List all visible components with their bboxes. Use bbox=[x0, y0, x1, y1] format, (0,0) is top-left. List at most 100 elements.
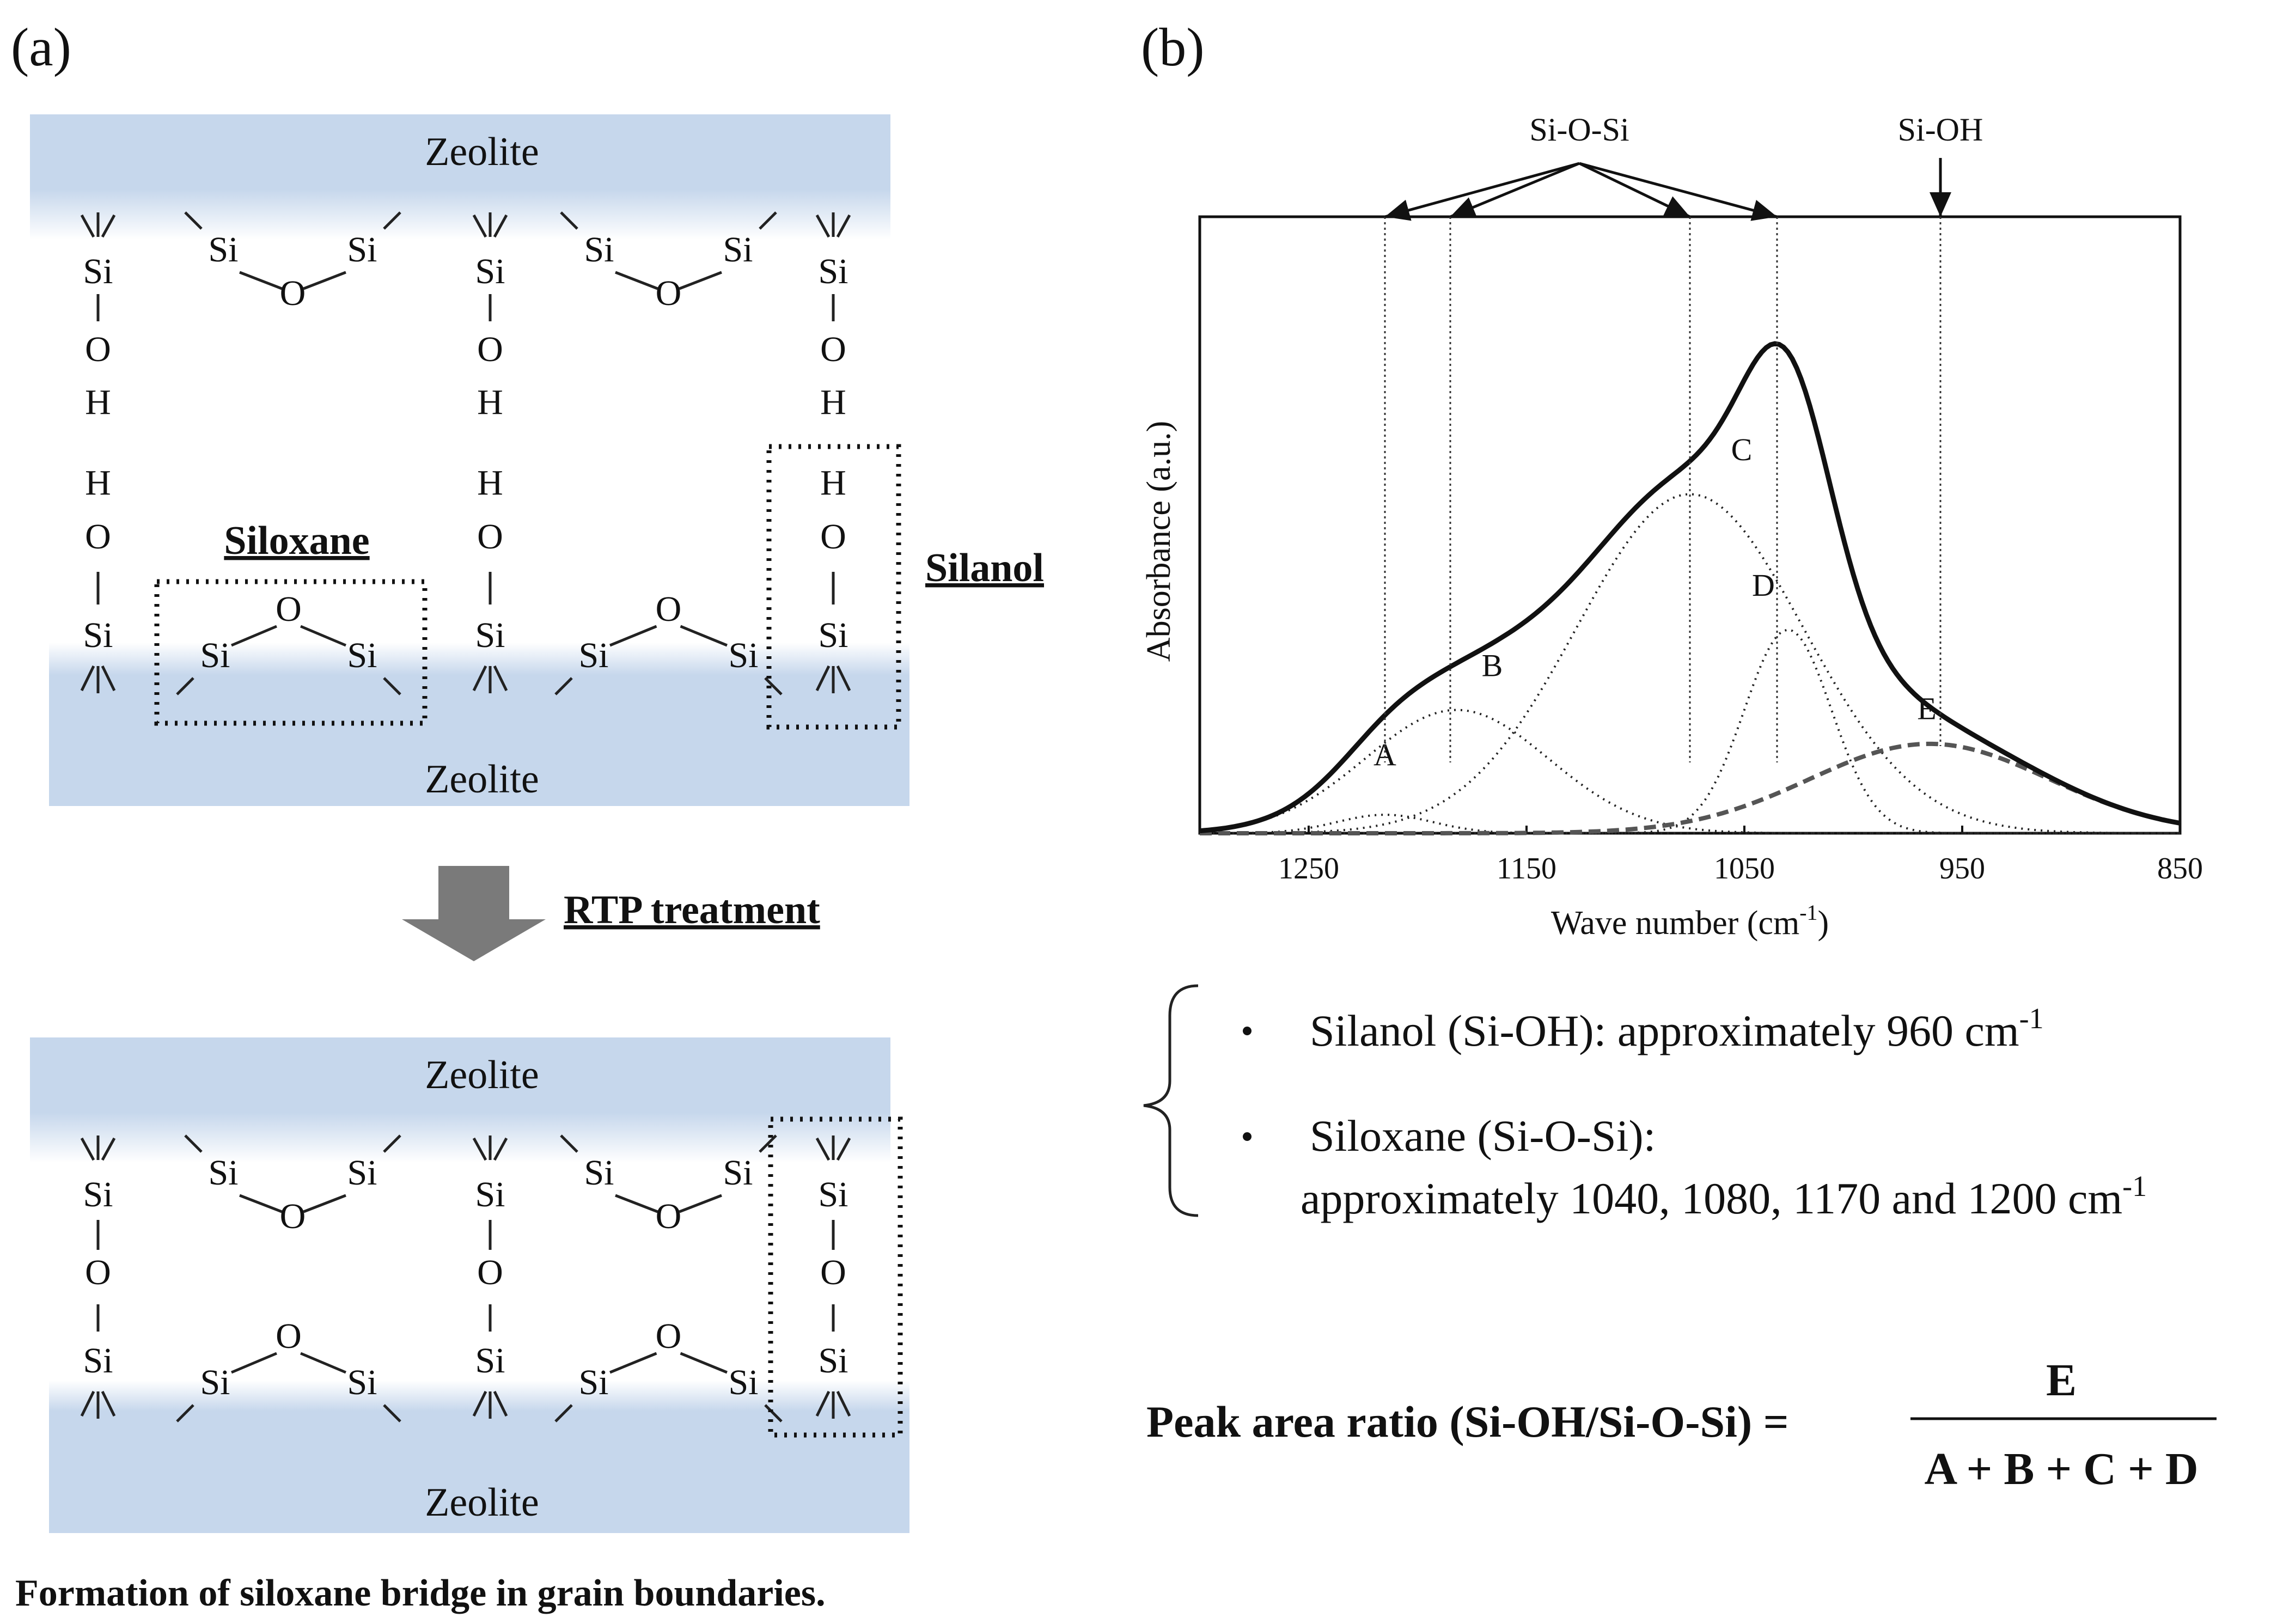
si-atom: Si bbox=[723, 1153, 753, 1193]
bond-line bbox=[383, 1134, 401, 1153]
component-curve-b bbox=[1199, 709, 2180, 834]
h-atom: H bbox=[820, 463, 846, 503]
si-atom: Si bbox=[83, 1175, 113, 1214]
bond-line bbox=[383, 677, 401, 695]
si-atom: Si bbox=[208, 1153, 238, 1193]
ratio-numerator: E bbox=[2046, 1355, 2077, 1406]
zeolite-band-top-2 bbox=[30, 1037, 890, 1163]
o-atom: O bbox=[85, 1253, 111, 1292]
bond-line bbox=[472, 1137, 487, 1161]
bond-line bbox=[101, 665, 116, 692]
zeolite-label-bottom-1: Zeolite bbox=[425, 757, 539, 802]
bond-line bbox=[560, 211, 578, 230]
siloxane-bridge-structure: Si O Si Si O Si Si O Si Si Si O Si Si O O Si Si O Si Si bbox=[80, 1134, 851, 1422]
bond-line bbox=[303, 271, 346, 290]
rtp-arrow-icon bbox=[402, 866, 546, 961]
si-atom: Si bbox=[818, 1341, 848, 1381]
bullet-silanol: Silanol (Si-OH): approximately 960 cm-1 bbox=[1310, 1002, 2044, 1055]
h-atom: H bbox=[85, 463, 111, 503]
bond-line bbox=[300, 1352, 346, 1374]
bond-line bbox=[836, 1137, 851, 1161]
bond-line bbox=[472, 665, 487, 692]
bond-line bbox=[493, 665, 508, 692]
si-atom: Si bbox=[728, 1363, 758, 1402]
bond-line bbox=[231, 625, 277, 647]
bond-line bbox=[493, 214, 508, 238]
bond-line bbox=[239, 271, 283, 290]
zeolite-label-top-1: Zeolite bbox=[425, 130, 539, 174]
x-tick-label: 1150 bbox=[1497, 852, 1556, 886]
bond-line bbox=[679, 1194, 722, 1213]
bond-line bbox=[680, 625, 728, 647]
bond-line bbox=[472, 214, 487, 238]
si-atom: Si bbox=[584, 230, 614, 270]
bond-line bbox=[615, 1194, 658, 1213]
caption: Formation of siloxane bridge in grain bo… bbox=[15, 1572, 826, 1614]
panel-b-label: (b) bbox=[1141, 17, 1205, 77]
bond-line bbox=[560, 1134, 578, 1153]
o-atom: O bbox=[276, 589, 302, 629]
bond-line bbox=[80, 214, 95, 238]
bond-line bbox=[101, 1390, 116, 1417]
h-atom: H bbox=[477, 463, 503, 503]
si-atom: Si bbox=[475, 1341, 505, 1381]
bond-line bbox=[836, 214, 851, 238]
zeolite-label-bottom-2: Zeolite bbox=[425, 1480, 539, 1525]
bond-line bbox=[176, 1404, 194, 1422]
o-atom: O bbox=[477, 517, 503, 557]
bond-line bbox=[383, 211, 401, 230]
annotation-arrow bbox=[1384, 162, 1580, 221]
o-atom: O bbox=[820, 329, 846, 369]
peak-label-b: B bbox=[1482, 648, 1503, 683]
ratio-denominator: A + B + C + D bbox=[1925, 1444, 2199, 1494]
bond-line bbox=[184, 1134, 203, 1153]
bullet-dot bbox=[1243, 1027, 1252, 1035]
bullet-silanol-text: Silanol (Si-OH): approximately 960 cm bbox=[1310, 1006, 2019, 1055]
bond-line bbox=[303, 1194, 346, 1213]
o-atom: O bbox=[280, 273, 306, 313]
zeolite-band-bottom-1 bbox=[49, 643, 909, 806]
annotation-arrow bbox=[1579, 162, 1778, 221]
x-tick-label: 1050 bbox=[1714, 852, 1775, 886]
peak-label-c: C bbox=[1731, 432, 1753, 467]
bullet-dot bbox=[1243, 1132, 1252, 1141]
o-atom: O bbox=[820, 1253, 846, 1292]
si-atom: Si bbox=[475, 252, 505, 291]
si-atom: Si bbox=[818, 615, 848, 655]
x-tick-label: 850 bbox=[2157, 852, 2203, 886]
si-atom: Si bbox=[578, 1363, 608, 1402]
annotation-arrow bbox=[1450, 162, 1580, 218]
si-atom: Si bbox=[347, 636, 377, 675]
ftir-chart: 1250 1150 1050 950 850 Wave number (cm-1) Abso… bbox=[1140, 112, 2203, 942]
bond-line bbox=[472, 1390, 487, 1417]
x-axis-label-end: ) bbox=[1818, 905, 1829, 942]
o-atom: O bbox=[656, 1196, 682, 1236]
component-curve-c bbox=[1200, 493, 2180, 834]
panel-a-label: (a) bbox=[11, 17, 71, 77]
bond-line bbox=[836, 1390, 851, 1417]
si-atom: Si bbox=[83, 615, 113, 655]
bond-line bbox=[101, 1137, 116, 1161]
rtp-label: RTP treatment bbox=[564, 888, 820, 932]
o-atom: O bbox=[85, 329, 111, 369]
bullet-siloxane-values-sup: -1 bbox=[2122, 1170, 2147, 1202]
x-axis-label-sup: -1 bbox=[1799, 900, 1817, 925]
si-atom: Si bbox=[208, 230, 238, 270]
zeolite-band-top-1 bbox=[30, 114, 890, 240]
o-atom: O bbox=[656, 589, 682, 629]
bond-line bbox=[80, 1390, 95, 1417]
o-atom: O bbox=[280, 1196, 306, 1236]
si-atom: Si bbox=[347, 230, 377, 270]
si-atom: Si bbox=[200, 1363, 230, 1402]
bond-line bbox=[80, 665, 95, 692]
bond-line bbox=[764, 677, 783, 695]
bond-line bbox=[680, 1352, 728, 1374]
bullet-brace bbox=[1143, 984, 1199, 1217]
o-atom: O bbox=[656, 1316, 682, 1356]
h-atom: H bbox=[820, 382, 846, 422]
o-atom: O bbox=[276, 1316, 302, 1356]
si-atom: Si bbox=[475, 615, 505, 655]
bond-line bbox=[609, 1352, 657, 1374]
bond-line bbox=[80, 1137, 95, 1161]
bullet-siloxane-values: approximately 1040, 1080, 1170 and 1200 … bbox=[1301, 1170, 2147, 1223]
